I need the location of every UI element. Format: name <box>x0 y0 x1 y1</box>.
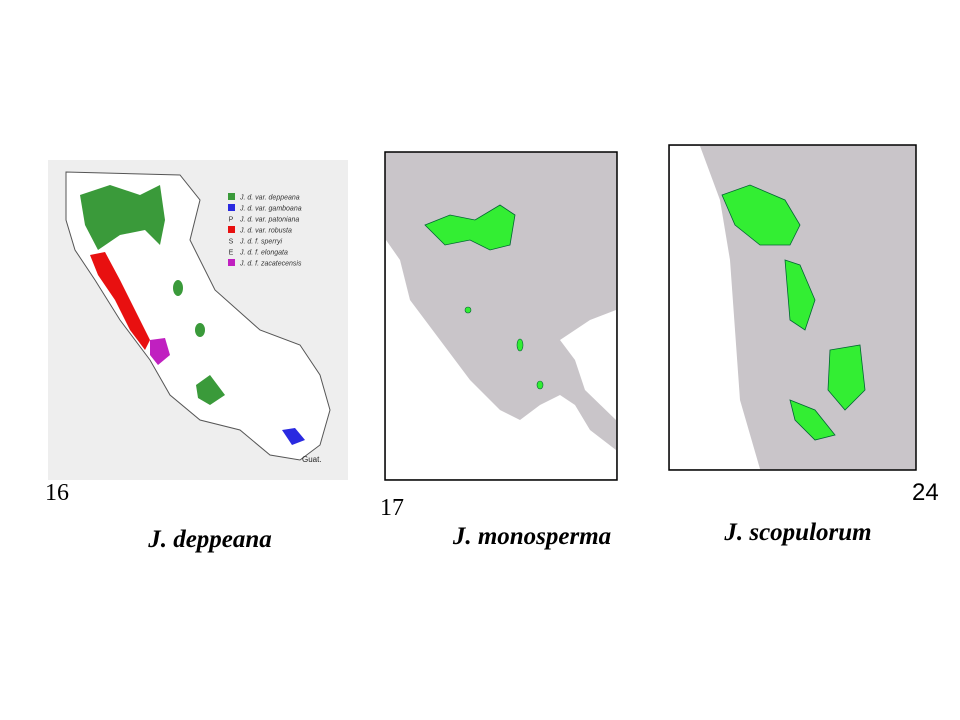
species-name: J. scopulorum <box>723 519 871 546</box>
species-name: J. deppeana <box>147 526 272 553</box>
figure-number: 17 <box>380 495 404 521</box>
legend-label: J. d. f. zacatecensis <box>239 261 302 268</box>
legend-marker: S <box>229 239 234 246</box>
species-name: J. monosperma <box>452 523 611 550</box>
legend-swatch <box>228 226 235 233</box>
legend-marker: E <box>229 250 234 257</box>
legend-swatch <box>228 204 235 211</box>
figure-number: 16 <box>45 480 69 506</box>
figure-number: 24 <box>912 479 939 506</box>
map-scopulorum <box>668 144 917 471</box>
map-monosperma <box>384 151 618 481</box>
legend-label: J. d. f. elongata <box>239 250 288 257</box>
legend-label: J. d. var. robusta <box>239 228 292 235</box>
map-label: Guat. <box>302 455 322 464</box>
legend-marker: P <box>229 217 234 224</box>
legend-swatch <box>228 259 235 266</box>
legend-label: J. d. f. sperryi <box>239 239 282 246</box>
legend-label: J. d. var. gamboana <box>239 206 302 213</box>
legend-label: J. d. var. deppeana <box>239 195 300 202</box>
legend-swatch <box>228 193 235 200</box>
legend-label: J. d. var. patoniana <box>239 217 299 224</box>
